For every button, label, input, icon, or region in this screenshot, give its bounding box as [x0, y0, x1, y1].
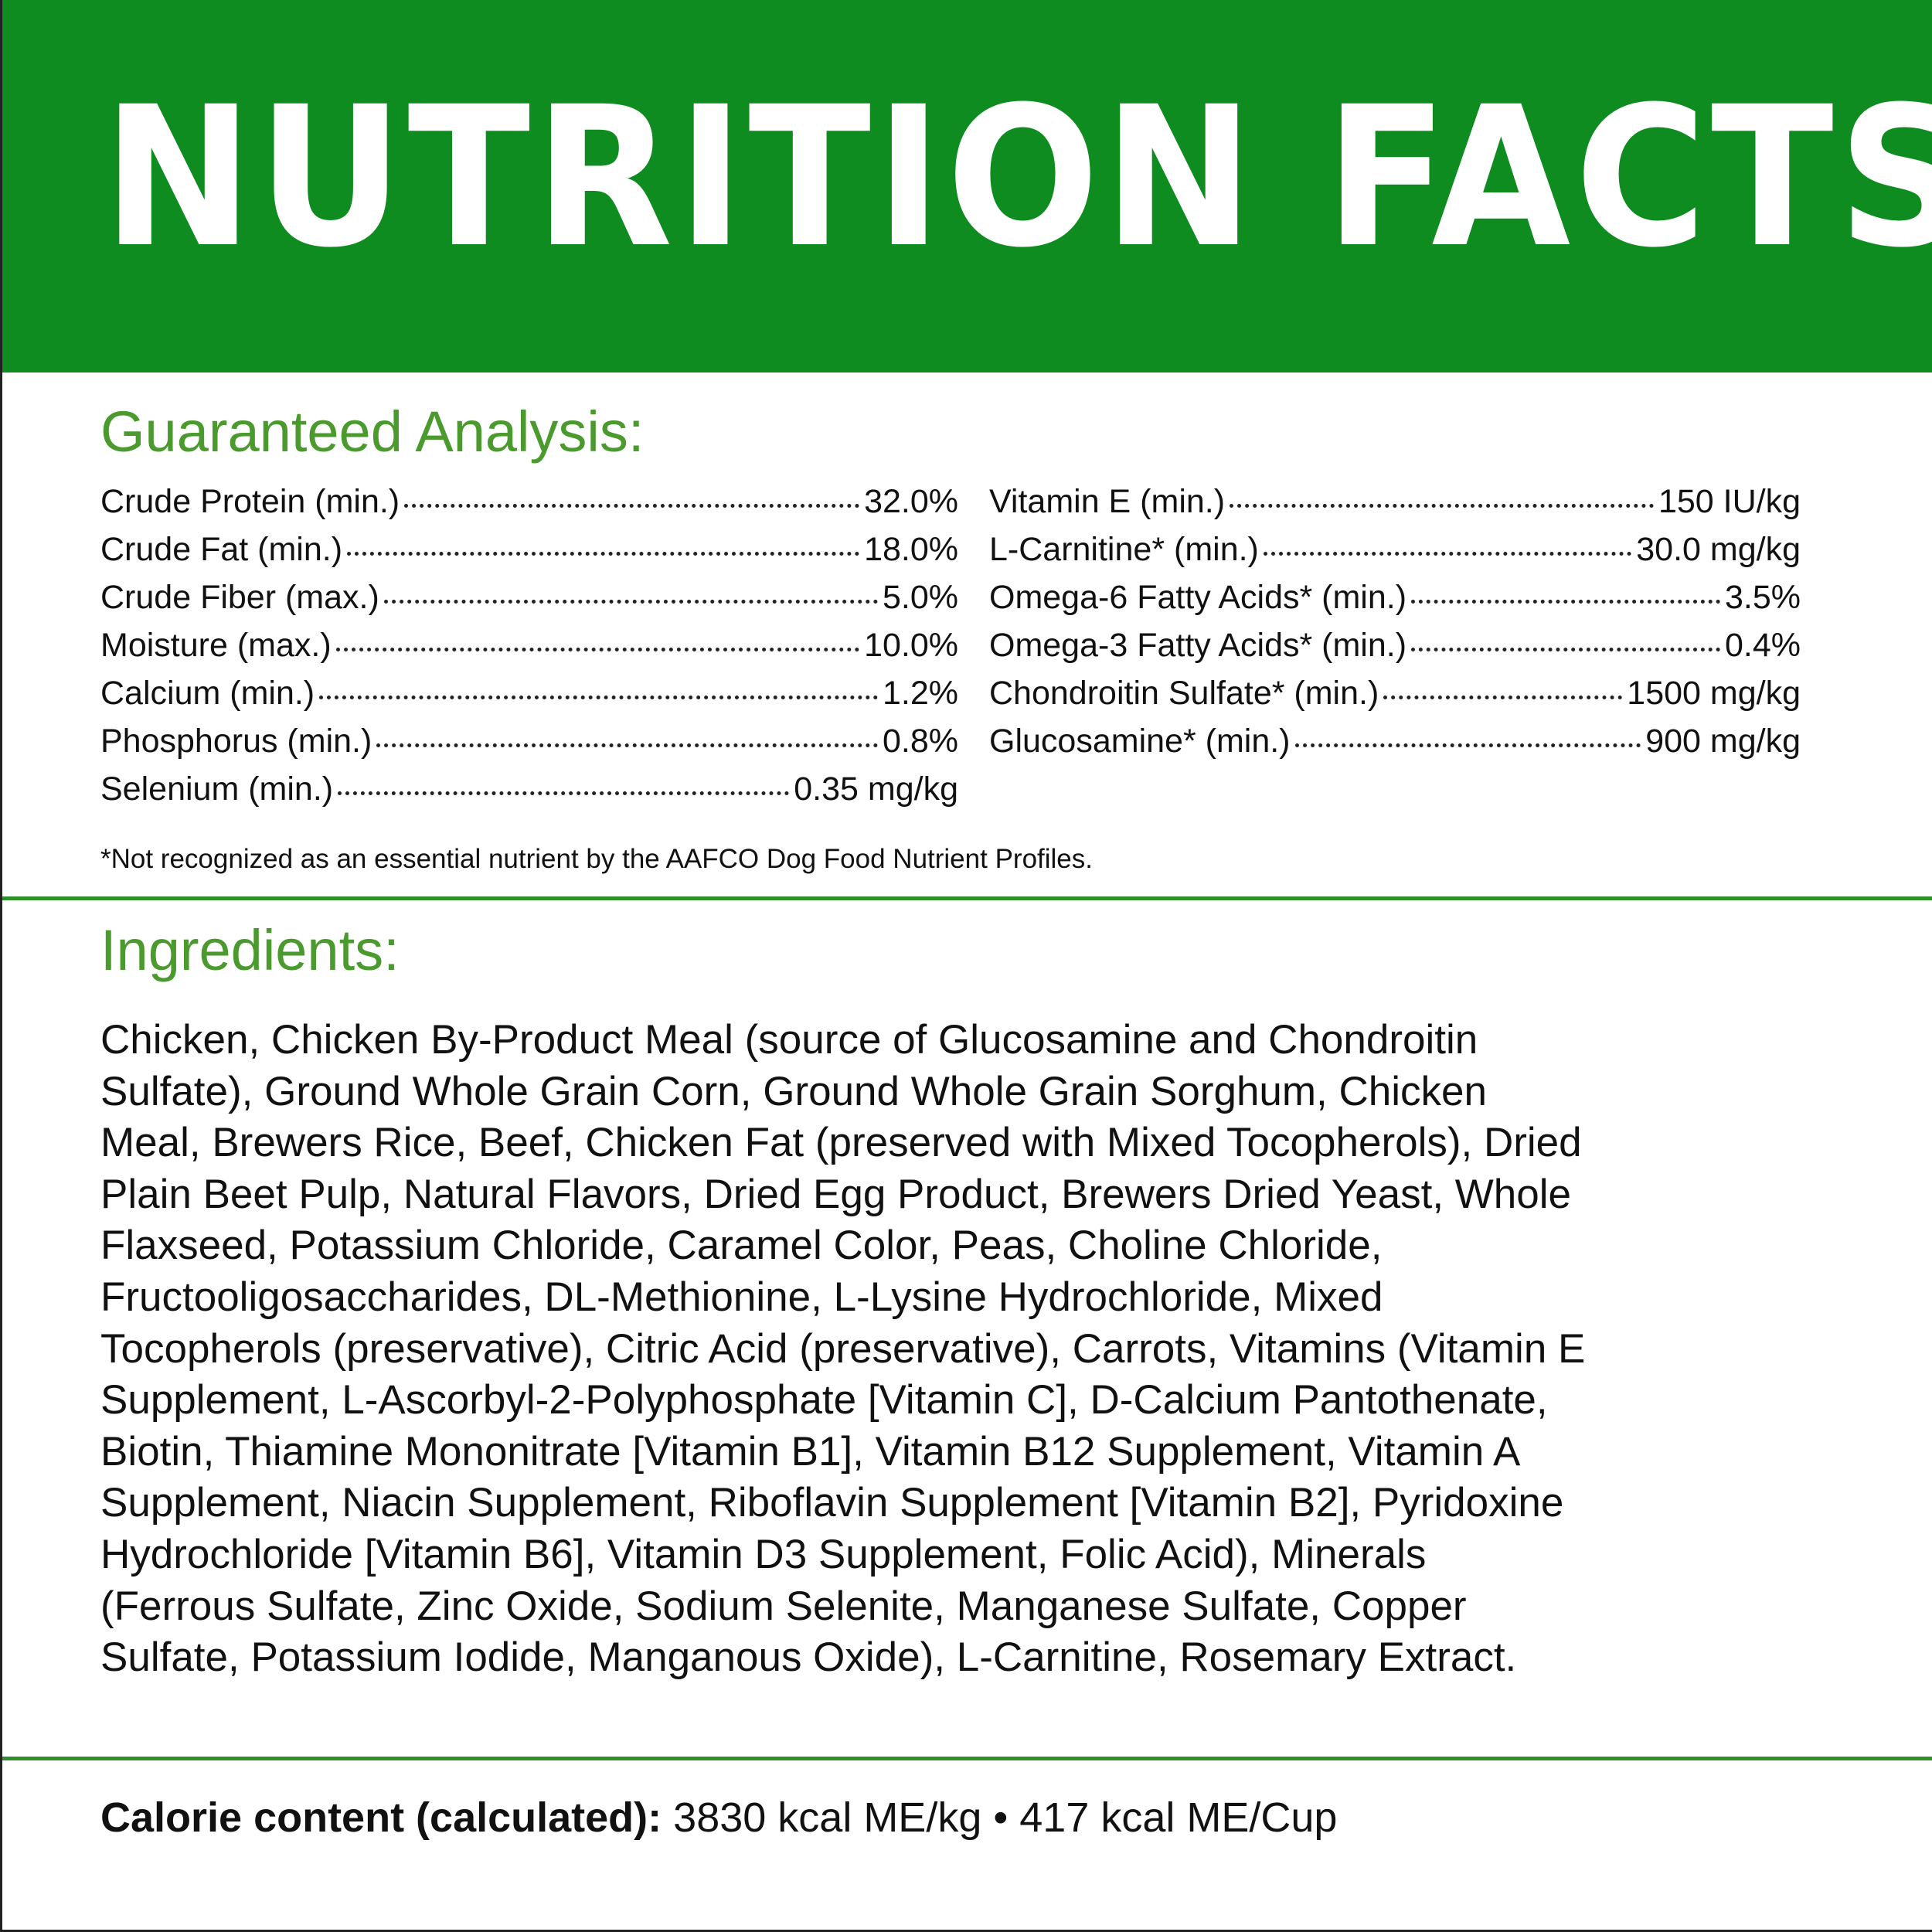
nutrient-value: 1500 mg/kg — [1627, 675, 1801, 712]
analysis-row: Vitamin E (min.) 150 IU/kg — [989, 483, 1801, 531]
analysis-row: Chondroitin Sulfate* (min.) 1500 mg/kg — [989, 675, 1801, 723]
nutrient-value: 150 IU/kg — [1658, 483, 1801, 520]
dot-leader — [347, 552, 860, 556]
nutrient-label: Crude Fat (min.) — [100, 531, 343, 568]
divider — [2, 896, 1932, 900]
ingredient-line: Hydrochloride [Vitamin B6], Vitamin D3 S… — [100, 1531, 1427, 1577]
dot-leader — [1294, 743, 1641, 747]
ingredient-line: Biotin, Thiamine Mononitrate [Vitamin B1… — [100, 1428, 1521, 1475]
nutrient-value: 0.4% — [1724, 627, 1801, 664]
nutrient-label: Moisture (max.) — [100, 627, 332, 664]
dot-leader — [1383, 696, 1623, 699]
nutrient-value: 5.0% — [882, 579, 958, 616]
section-heading: Ingredients: — [100, 918, 400, 982]
ingredient-line: Sulfate), Ground Whole Grain Corn, Groun… — [100, 1068, 1487, 1114]
nutrient-value: 3.5% — [1724, 579, 1801, 616]
dot-leader — [404, 504, 860, 508]
nutrient-label: Calcium (min.) — [100, 675, 315, 712]
nutrient-value: 1.2% — [882, 675, 958, 712]
nutrient-label: Crude Protein (min.) — [100, 483, 400, 520]
footnote: *Not recognized as an essential nutrient… — [100, 844, 1093, 874]
dot-leader — [376, 743, 878, 747]
analysis-row: Selenium (min.) 0.35 mg/kg — [100, 770, 958, 818]
nutrient-value: 32.0% — [864, 483, 958, 520]
analysis-row: Phosphorus (min.) 0.8% — [100, 723, 958, 770]
analysis-column: Crude Protein (min.) 32.0% Crude Fat (min.… — [100, 483, 958, 818]
nutrient-label: Glucosamine* (min.) — [989, 723, 1291, 760]
analysis-row: Calcium (min.) 1.2% — [100, 675, 958, 723]
dot-leader — [1263, 552, 1632, 556]
nutrient-label: Phosphorus (min.) — [100, 723, 372, 760]
analysis-row: Crude Fat (min.) 18.0% — [100, 531, 958, 579]
ingredients-text: Chicken, Chicken By-Product Meal (source… — [100, 1015, 1585, 1684]
divider — [2, 1757, 1932, 1760]
calorie-content: Calorie content (calculated): 3830 kcal … — [100, 1794, 1337, 1842]
analysis-column: Vitamin E (min.) 150 IU/kg L-Carnitine* (m… — [989, 483, 1801, 770]
section-heading: Guaranteed Analysis: — [100, 400, 645, 464]
calorie-value: 3830 kcal ME/kg • 417 kcal ME/Cup — [673, 1794, 1338, 1841]
nutrient-label: L-Carnitine* (min.) — [989, 531, 1259, 568]
dot-leader — [1230, 504, 1654, 508]
analysis-row: Crude Fiber (max.) 5.0% — [100, 579, 958, 627]
nutrient-label: Vitamin E (min.) — [989, 483, 1226, 520]
ingredient-line: Supplement, L-Ascorbyl-2-Polyphosphate [… — [100, 1377, 1548, 1423]
ingredient-line: Flaxseed, Potassium Chloride, Caramel Co… — [100, 1223, 1383, 1269]
analysis-row: L-Carnitine* (min.) 30.0 mg/kg — [989, 531, 1801, 579]
nutrient-value: 10.0% — [864, 627, 958, 664]
analysis-row: Omega-6 Fatty Acids* (min.) 3.5% — [989, 579, 1801, 627]
dot-leader — [319, 696, 878, 699]
nutrient-value: 0.8% — [882, 723, 958, 760]
nutrient-value: 900 mg/kg — [1645, 723, 1801, 760]
ingredient-line: Plain Beet Pulp, Natural Flavors, Dried … — [100, 1171, 1572, 1217]
dot-leader — [1411, 648, 1720, 651]
nutrient-value: 18.0% — [864, 531, 958, 568]
nutrient-label: Crude Fiber (max.) — [100, 579, 379, 616]
title: NUTRITION FACTS — [103, 65, 1932, 290]
nutrient-value: 30.0 mg/kg — [1636, 531, 1801, 568]
dot-leader — [335, 648, 860, 651]
analysis-row: Crude Protein (min.) 32.0% — [100, 483, 958, 531]
ingredient-line: Meal, Brewers Rice, Beef, Chicken Fat (p… — [100, 1120, 1582, 1166]
header-band: NUTRITION FACTS — [2, 0, 1932, 372]
ingredient-line: Supplement, Niacin Supplement, Riboflavi… — [100, 1480, 1564, 1526]
analysis-row: Moisture (max.) 10.0% — [100, 627, 958, 675]
ingredient-line: (Ferrous Sulfate, Zinc Oxide, Sodium Sel… — [100, 1583, 1467, 1629]
nutrient-label: Omega-3 Fatty Acids* (min.) — [989, 627, 1407, 664]
dot-leader — [1411, 600, 1720, 604]
ingredient-line: Sulfate, Potassium Iodide, Manganous Oxi… — [100, 1634, 1517, 1681]
nutrient-label: Omega-6 Fatty Acids* (min.) — [989, 579, 1407, 616]
dot-leader — [338, 791, 790, 795]
analysis-row: Glucosamine* (min.) 900 mg/kg — [989, 723, 1801, 770]
dot-leader — [383, 600, 878, 604]
nutrient-label: Chondroitin Sulfate* (min.) — [989, 675, 1379, 712]
ingredient-line: Chicken, Chicken By-Product Meal (source… — [100, 1017, 1478, 1063]
nutrient-value: 0.35 mg/kg — [794, 770, 958, 808]
ingredient-line: Fructooligosaccharides, DL-Methionine, L… — [100, 1274, 1383, 1320]
nutrient-label: Selenium (min.) — [100, 770, 334, 808]
calorie-label: Calorie content (calculated): — [100, 1794, 662, 1841]
ingredient-line: Tocopherols (preservative), Citric Acid … — [100, 1325, 1586, 1372]
analysis-row: Omega-3 Fatty Acids* (min.) 0.4% — [989, 627, 1801, 675]
